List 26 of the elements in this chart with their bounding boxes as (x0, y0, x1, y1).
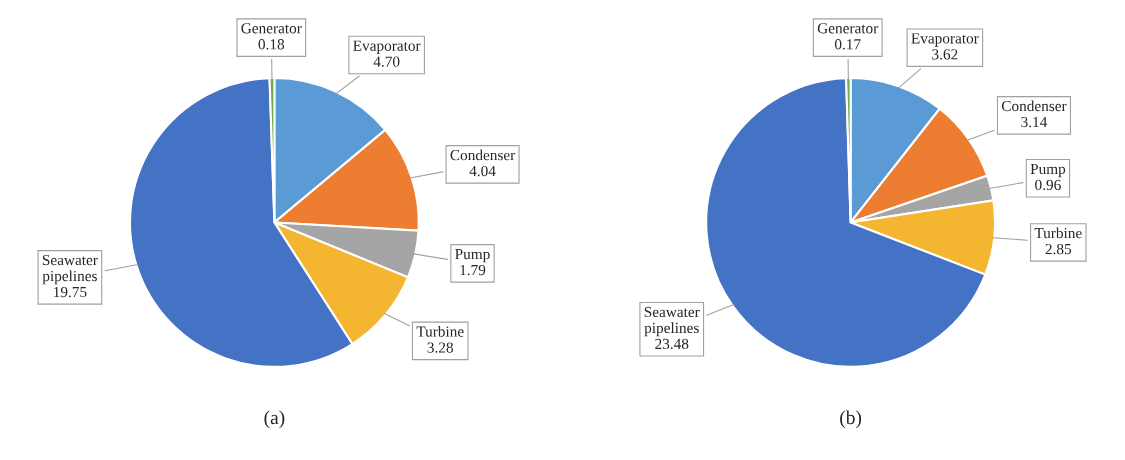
data-label: 3.62 (932, 49, 958, 60)
slice-label: Generator (241, 23, 302, 34)
text: (b) (840, 410, 862, 429)
slice-label: Seawater pipelines (644, 306, 700, 337)
slice-label: Pump (455, 249, 490, 263)
data-label: 0.96 (1035, 179, 1061, 191)
data-label: 3.28 (427, 342, 453, 353)
data-label: 19.75 (54, 286, 87, 298)
slice-label: Turbine (1034, 227, 1082, 239)
slice-label: Pump (1030, 163, 1066, 178)
data-label: 3.14 (1021, 116, 1048, 128)
slice-label: Generator (817, 23, 879, 34)
data-label: 4.04 (469, 165, 496, 177)
slice-label: Condenser (1001, 100, 1067, 112)
slice-label: Condenser (450, 149, 516, 161)
text: (a) (264, 410, 285, 429)
slice-label: Seawater pipelines (42, 254, 98, 285)
data-label: 23.48 (655, 338, 689, 350)
slice-label: Evaporator (911, 33, 979, 47)
data-label: 0.18 (258, 39, 285, 50)
data-label: 1.79 (460, 264, 486, 276)
slice-label: Turbine (416, 325, 464, 337)
data-label: 4.70 (373, 56, 400, 67)
data-label: 0.17 (834, 39, 861, 50)
slice-label: Evaporator (353, 40, 421, 54)
data-label: 2.85 (1045, 243, 1072, 255)
